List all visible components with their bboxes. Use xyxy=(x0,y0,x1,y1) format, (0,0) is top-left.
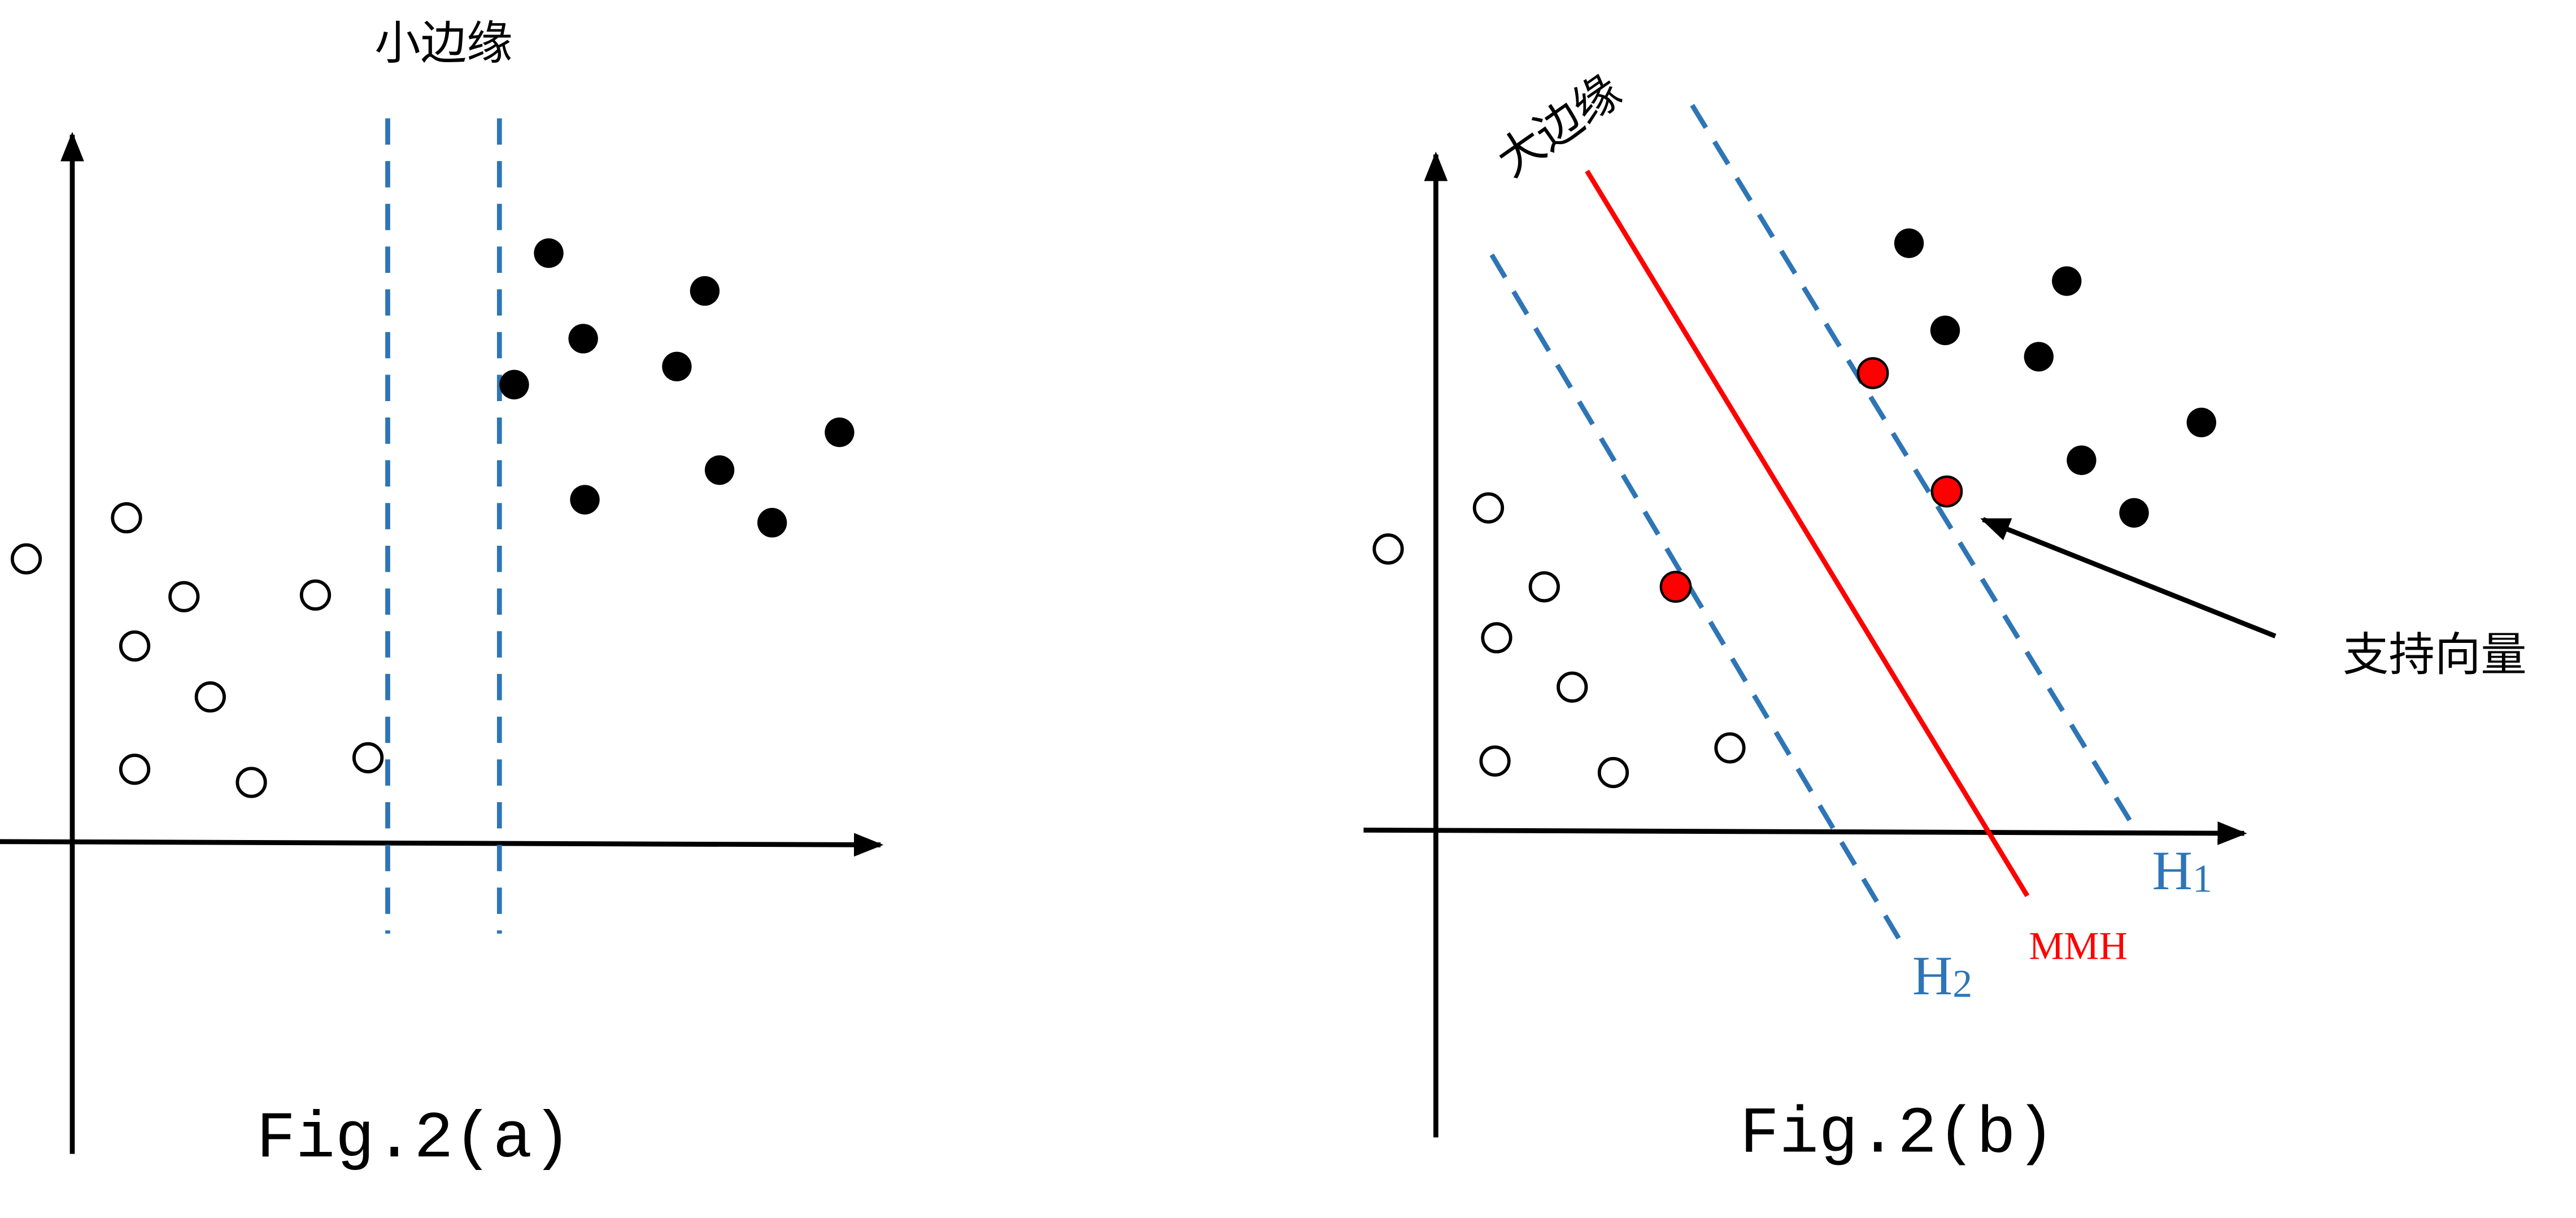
x-axis xyxy=(0,833,884,857)
x-axis xyxy=(1363,821,2247,845)
h2-label: H2 xyxy=(1912,945,1972,1007)
h2-subscript: 2 xyxy=(1952,963,1972,1006)
pointer-arrow xyxy=(1980,517,2277,639)
caption: Fig.2(b) xyxy=(1740,1097,2055,1171)
h2-letter: H xyxy=(1912,945,1952,1007)
filled-points xyxy=(1894,228,2216,528)
h1-letter: H xyxy=(2152,840,2193,902)
margin-label: 小边缘 xyxy=(374,16,512,70)
h1-subscript: 1 xyxy=(2193,857,2212,901)
h1-line xyxy=(1690,103,2138,832)
open-points xyxy=(1372,492,1746,789)
margin-label: 大边缘 xyxy=(1487,64,1631,188)
open-points xyxy=(10,502,384,798)
figure-a: 小边缘 Fig.2(a) xyxy=(0,16,884,1176)
h2-line xyxy=(1489,253,1908,951)
support-vectors xyxy=(1659,357,1963,603)
figure-b: 大边缘 H1 H2 MMH 支持向量 Fig.2(b) xyxy=(1363,64,2527,1171)
mmh-label: MMH xyxy=(2029,925,2128,968)
support-vector-label: 支持向量 xyxy=(2343,628,2527,681)
h1-label: H1 xyxy=(2152,840,2212,902)
filled-points xyxy=(499,238,855,538)
caption: Fig.2(a) xyxy=(256,1102,572,1176)
mmh-line xyxy=(1585,169,2030,897)
